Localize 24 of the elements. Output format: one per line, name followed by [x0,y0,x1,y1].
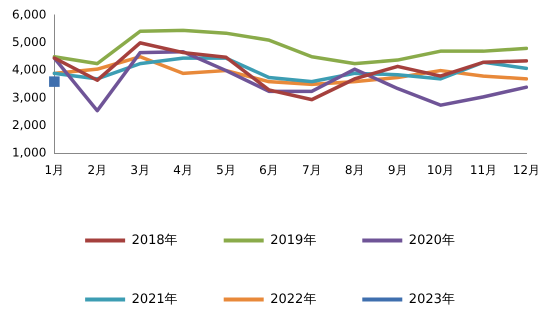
x-tick-label: 10月 [426,162,454,177]
x-tick-label: 3月 [130,162,150,177]
x-tick-label: 8月 [344,162,365,177]
x-tick-label: 6月 [259,162,279,177]
y-tick-label: 6,000 [12,7,46,22]
legend-label: 2019年 [270,232,316,248]
y-tick-label: 1,000 [12,146,46,160]
y-tick-label: 4,000 [12,62,46,77]
y-tick-label: 2,000 [12,118,46,132]
x-tick-label: 12月 [512,162,540,177]
x-tick-label: 1月 [44,162,64,177]
legend-label: 2021年 [132,292,178,307]
legend-label: 2020年 [408,232,455,248]
x-tick-label: 9月 [388,162,408,177]
x-tick-label: 7月 [302,162,322,177]
x-tick-label: 2月 [87,162,108,177]
x-tick-label: 11月 [470,162,498,177]
legend-label: 2023年 [408,292,455,307]
legend-label: 2018年 [132,232,178,248]
y-tick-label: 3,000 [12,90,46,104]
y-tick-label: 5,000 [12,35,46,50]
x-tick-label: 4月 [173,162,193,177]
x-tick-label: 5月 [216,162,236,177]
legend-label: 2022年 [270,292,316,307]
